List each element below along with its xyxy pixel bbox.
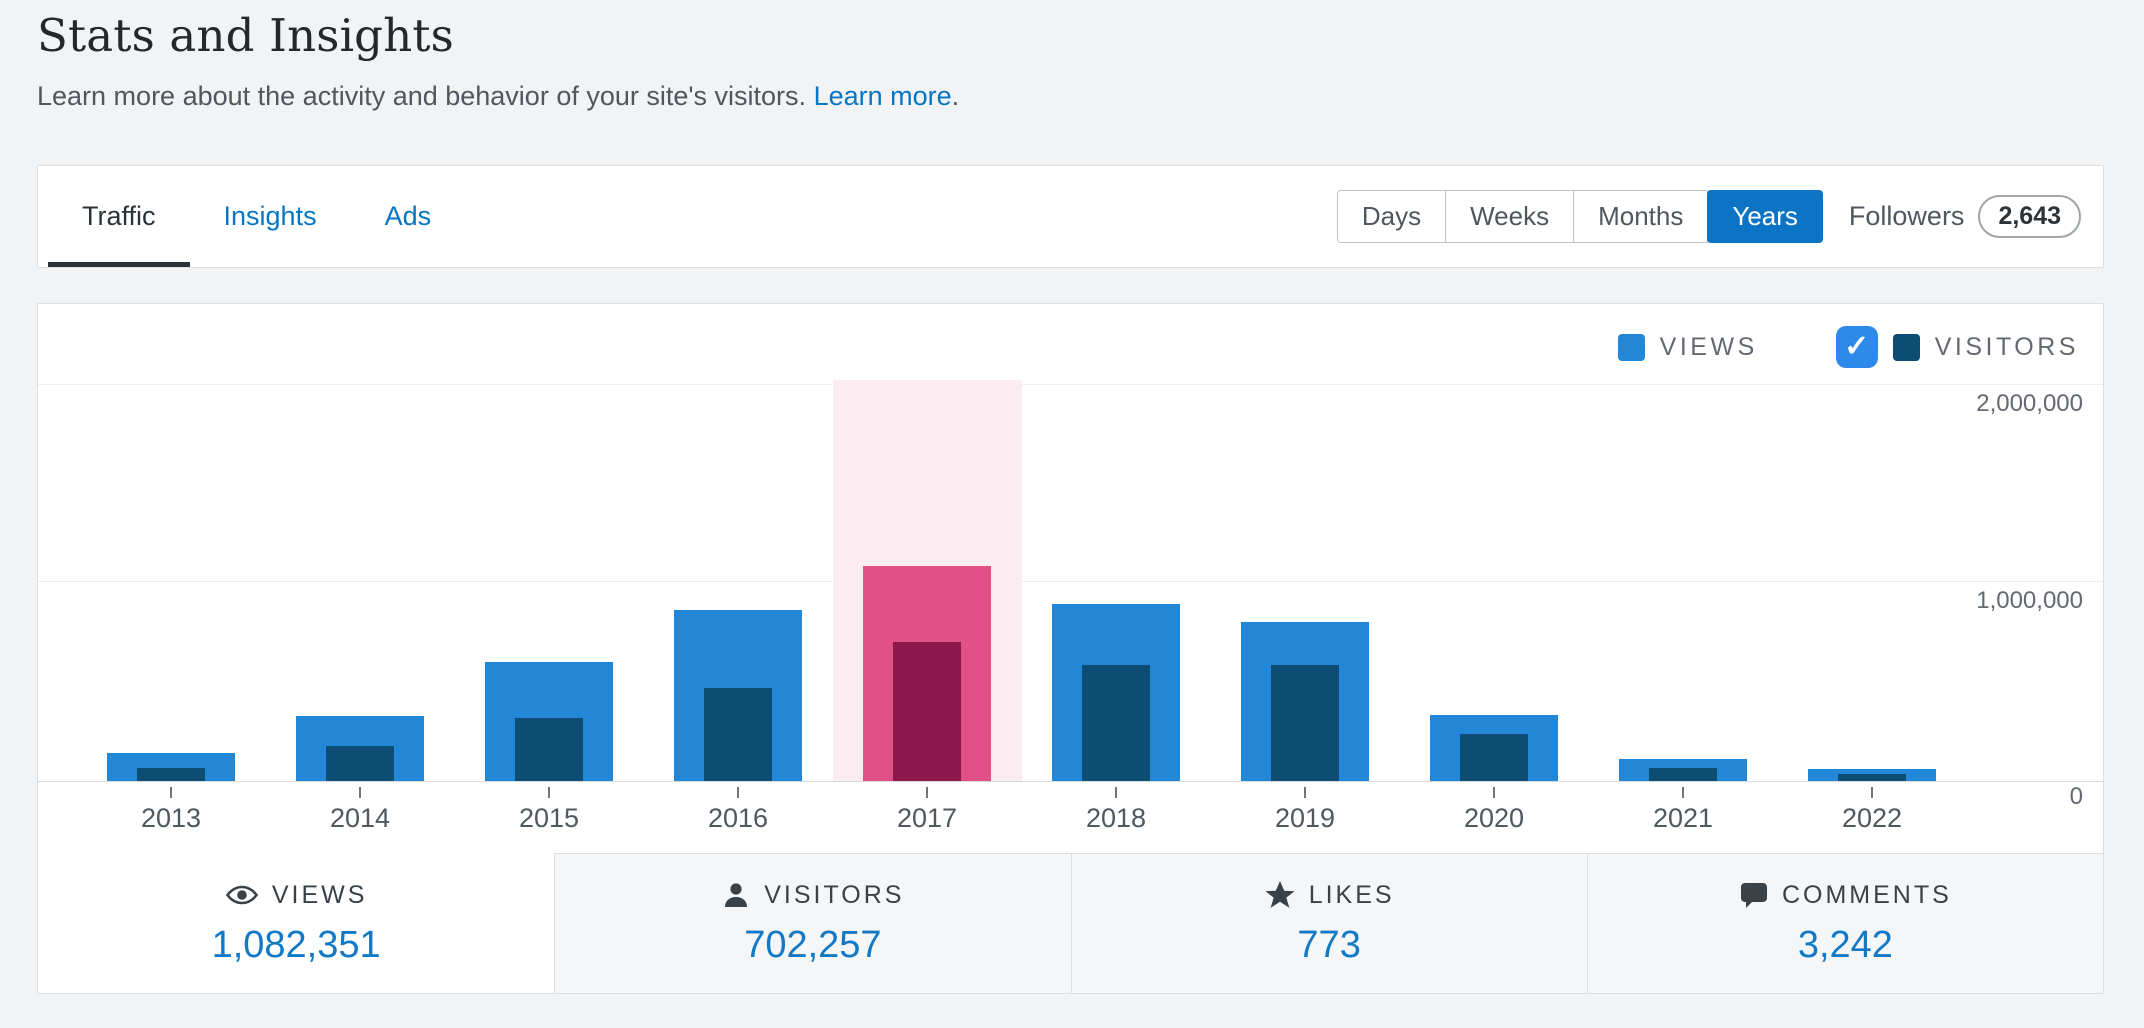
stats-tab-bar: Traffic Insights Ads xyxy=(48,166,465,267)
visitors-bar[interactable] xyxy=(1460,734,1528,781)
stat-value-visitors: 702,257 xyxy=(744,924,882,966)
interval-days[interactable]: Days xyxy=(1336,190,1447,243)
tab-traffic[interactable]: Traffic xyxy=(48,166,190,267)
legend-views: VIEWS xyxy=(1617,332,1758,362)
visitors-bar[interactable] xyxy=(893,642,961,781)
star-icon xyxy=(1265,881,1295,908)
views-legend-label: VIEWS xyxy=(1659,332,1758,361)
x-label: 2016 xyxy=(707,803,769,833)
subtitle-text: Learn more about the activity and behavi… xyxy=(37,81,807,112)
x-tick xyxy=(359,787,361,798)
interval-months[interactable]: Months xyxy=(1573,190,1709,243)
visitors-bar[interactable] xyxy=(1271,665,1339,781)
tab-ads[interactable]: Ads xyxy=(384,201,432,231)
stat-value-views: 1,082,351 xyxy=(211,924,381,966)
x-tick xyxy=(1115,787,1117,798)
visitors-legend-chip xyxy=(1892,333,1920,361)
y-tick-label-2m: 2,000,000 xyxy=(1976,390,2083,417)
visitors-bar[interactable] xyxy=(326,746,394,781)
x-label: 2013 xyxy=(140,803,202,833)
toolbar-right-controls: Days Weeks Months Years Followers 2,643 xyxy=(1336,166,2081,267)
x-tick xyxy=(1493,787,1495,798)
subtitle-period: . xyxy=(951,81,960,112)
x-tick xyxy=(1871,787,1873,798)
x-tick xyxy=(170,787,172,798)
stat-value-likes: 773 xyxy=(1297,924,1361,966)
stat-tab-comments[interactable]: COMMENTS 3,242 xyxy=(1586,853,2103,993)
bar-chart-plot: 2,000,000 1,000,000 0 2013 2014 2015 2016 20… xyxy=(38,304,2103,855)
page-header: Stats and Insights Learn more about the … xyxy=(37,8,2104,115)
interval-weeks[interactable]: Weeks xyxy=(1445,190,1575,243)
stat-head-comments: COMMENTS xyxy=(1739,878,1952,912)
y-tick-label-1m: 1,000,000 xyxy=(1976,587,2083,614)
stat-label-likes: LIKES xyxy=(1308,880,1395,909)
visitors-checkbox[interactable]: ✓ xyxy=(1835,326,1878,368)
x-label: 2017 xyxy=(896,803,958,833)
visitors-bar[interactable] xyxy=(1838,774,1906,781)
stat-tab-likes[interactable]: LIKES 773 xyxy=(1070,853,1587,993)
stat-head-likes: LIKES xyxy=(1264,878,1395,912)
views-legend-chip xyxy=(1617,333,1645,361)
visitors-bar[interactable] xyxy=(1082,665,1150,781)
x-label: 2021 xyxy=(1652,803,1714,833)
bars-layer: 2013 2014 2015 2016 2017 2018 2019 2020 2021 2022 xyxy=(38,304,2103,855)
visitors-bar[interactable] xyxy=(1649,768,1717,781)
x-label: 2018 xyxy=(1085,803,1147,833)
interval-segmented-control: Days Weeks Months Years xyxy=(1336,190,1823,243)
y-tick-label-zero: 0 xyxy=(2069,783,2083,810)
visitors-legend-label: VISITORS xyxy=(1934,332,2079,361)
stat-head-visitors: VISITORS xyxy=(721,878,904,912)
stat-tab-views[interactable]: VIEWS 1,082,351 xyxy=(38,853,555,993)
x-tick xyxy=(548,787,550,798)
stat-head-views: VIEWS xyxy=(225,878,368,912)
tab-insights[interactable]: Insights xyxy=(223,201,317,231)
gridline-2m xyxy=(38,384,2103,385)
gridline-1m xyxy=(38,581,2103,582)
legend-visitors: ✓ VISITORS xyxy=(1835,326,2079,368)
comment-icon xyxy=(1740,883,1767,908)
visitors-bar[interactable] xyxy=(704,688,772,781)
stats-toolbar-card: Traffic Insights Ads Days Weeks Months Y… xyxy=(37,165,2104,268)
followers-count-badge: 2,643 xyxy=(1978,195,2081,238)
stats-chart-card: VIEWS ✓ VISITORS 2,000,000 1,000,000 0 2… xyxy=(37,303,2104,994)
learn-more-link[interactable]: Learn more xyxy=(813,81,952,112)
x-label: 2014 xyxy=(329,803,391,833)
x-tick xyxy=(1682,787,1684,798)
page-subtitle: Learn more about the activity and behavi… xyxy=(37,78,2104,114)
x-label: 2015 xyxy=(518,803,580,833)
x-tick xyxy=(737,787,739,798)
stat-value-comments: 3,242 xyxy=(1797,924,1893,966)
followers-control[interactable]: Followers 2,643 xyxy=(1849,195,2081,238)
visitors-bar[interactable] xyxy=(137,768,205,781)
person-icon xyxy=(725,883,748,907)
x-tick xyxy=(1304,787,1306,798)
x-label: 2022 xyxy=(1841,803,1903,833)
x-tick xyxy=(926,787,928,798)
chart-legend: VIEWS ✓ VISITORS xyxy=(1617,326,2079,368)
x-label: 2020 xyxy=(1463,803,1525,833)
visitors-bar[interactable] xyxy=(515,718,583,781)
x-axis-line xyxy=(38,781,2103,782)
interval-years[interactable]: Years xyxy=(1707,190,1823,243)
followers-label: Followers xyxy=(1848,201,1965,231)
stat-label-views: VIEWS xyxy=(271,880,368,909)
x-label: 2019 xyxy=(1274,803,1336,833)
page-title: Stats and Insights xyxy=(37,9,454,62)
stat-label-visitors: VISITORS xyxy=(764,880,905,909)
stat-tab-visitors[interactable]: VISITORS 702,257 xyxy=(554,853,1071,993)
stat-label-comments: COMMENTS xyxy=(1781,880,1952,909)
summary-stat-tabs: VIEWS 1,082,351 VISITORS 702,257 LIKES 7… xyxy=(38,853,2103,993)
eye-icon xyxy=(225,885,258,905)
